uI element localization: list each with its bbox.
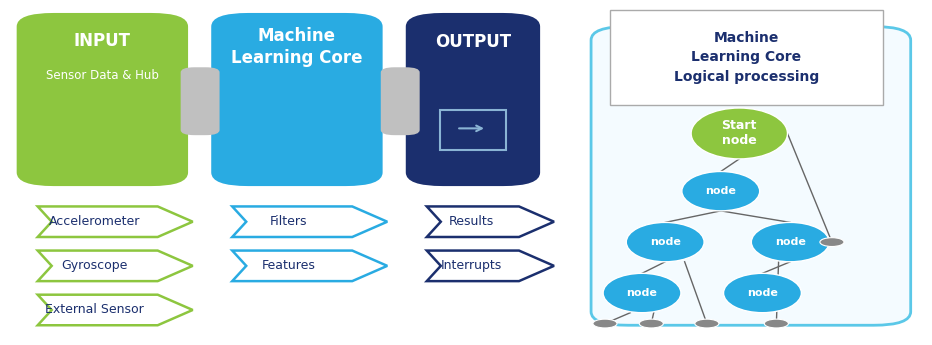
Text: node: node — [626, 288, 657, 298]
Text: node: node — [747, 288, 778, 298]
Text: node: node — [706, 186, 736, 196]
FancyBboxPatch shape — [591, 27, 911, 325]
Ellipse shape — [751, 223, 829, 262]
FancyBboxPatch shape — [212, 13, 383, 186]
FancyBboxPatch shape — [405, 13, 541, 186]
Polygon shape — [37, 206, 193, 237]
Polygon shape — [232, 206, 388, 237]
Text: Start
node: Start node — [721, 119, 757, 147]
Polygon shape — [232, 250, 388, 281]
Ellipse shape — [682, 171, 760, 211]
Text: Accelerometer: Accelerometer — [48, 215, 140, 228]
Polygon shape — [37, 295, 193, 325]
Circle shape — [639, 319, 664, 328]
FancyBboxPatch shape — [17, 13, 188, 186]
Text: External Sensor: External Sensor — [45, 304, 144, 316]
Circle shape — [820, 238, 844, 246]
Polygon shape — [37, 250, 193, 281]
Text: node: node — [774, 237, 805, 247]
FancyBboxPatch shape — [381, 67, 419, 135]
Text: node: node — [650, 237, 680, 247]
FancyBboxPatch shape — [610, 10, 883, 105]
Ellipse shape — [723, 273, 802, 313]
Circle shape — [593, 319, 617, 328]
Text: Interrupts: Interrupts — [441, 259, 501, 272]
Ellipse shape — [692, 108, 788, 159]
Text: Features: Features — [262, 259, 316, 272]
FancyBboxPatch shape — [181, 67, 220, 135]
Text: Gyroscope: Gyroscope — [61, 259, 128, 272]
Polygon shape — [427, 206, 554, 237]
Ellipse shape — [603, 273, 681, 313]
Polygon shape — [427, 250, 554, 281]
Text: Filters: Filters — [270, 215, 308, 228]
Text: OUTPUT: OUTPUT — [435, 33, 511, 51]
Ellipse shape — [626, 223, 704, 262]
Circle shape — [695, 319, 719, 328]
Text: Sensor Data & Hub: Sensor Data & Hub — [46, 69, 158, 82]
Text: Machine
Learning Core: Machine Learning Core — [231, 27, 363, 67]
Text: Results: Results — [448, 215, 494, 228]
Circle shape — [764, 319, 788, 328]
Text: INPUT: INPUT — [74, 32, 130, 50]
Text: Machine
Learning Core
Logical processing: Machine Learning Core Logical processing — [674, 31, 819, 83]
